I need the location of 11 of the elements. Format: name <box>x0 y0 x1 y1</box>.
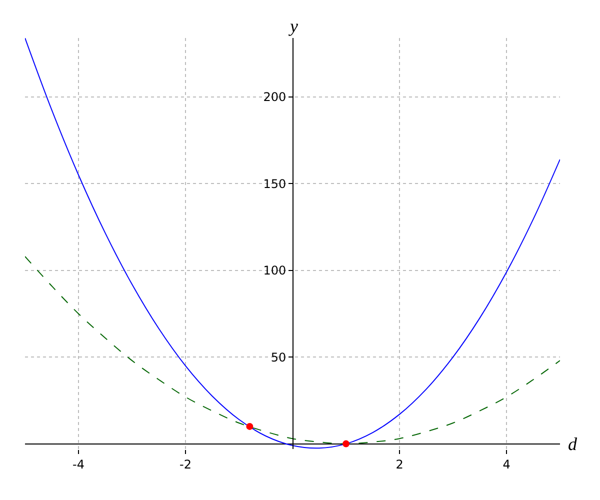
y-axis-title: y <box>288 16 298 36</box>
line-series <box>25 38 560 449</box>
x-tick-label: -2 <box>180 457 192 472</box>
x-axis-title: d <box>568 434 578 454</box>
x-tick-label: 2 <box>396 457 404 472</box>
y-tick-label: 100 <box>263 264 286 278</box>
x-tick-label: 4 <box>502 457 510 472</box>
y-tick-label: 150 <box>263 176 286 191</box>
x-tick-label: -4 <box>72 457 84 472</box>
y-tick-label: 50 <box>270 350 286 364</box>
y-tick-label: 200 <box>263 90 286 104</box>
